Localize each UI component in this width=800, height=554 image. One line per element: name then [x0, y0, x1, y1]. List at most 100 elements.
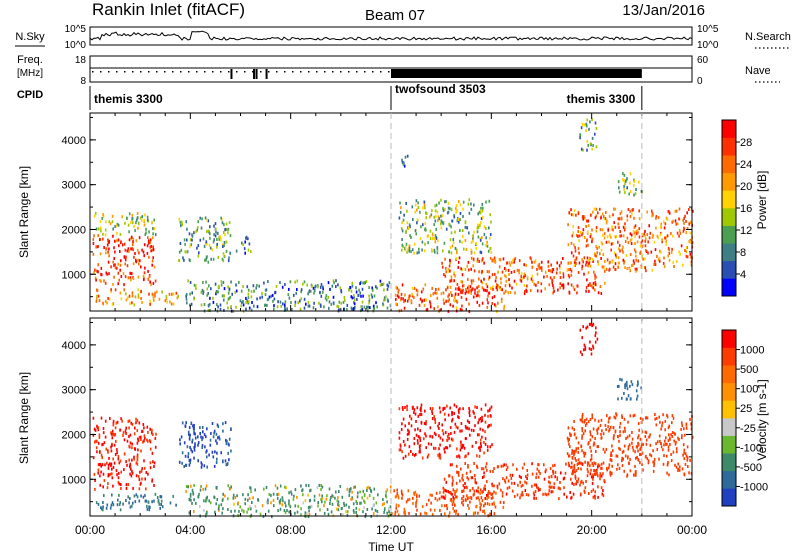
nsky-panel: N.Sky 10^5 10^0 10^5 10^0 N.Search [15, 24, 791, 51]
echo-region [566, 412, 694, 478]
colorbar-swatch [722, 365, 736, 384]
freq-unit: [MHz] [17, 68, 43, 79]
colorbar-swatch [722, 382, 736, 401]
echo-region [391, 488, 505, 518]
echo-region [92, 234, 157, 287]
colorbar-tick-label: -100 [740, 442, 762, 454]
colorbar-tick-label: 4 [740, 269, 746, 281]
echo-region [185, 483, 392, 519]
time-axis-label: Time UT [368, 540, 414, 554]
y-tick-label: 2000 [62, 429, 86, 441]
echo-region [95, 288, 179, 307]
echo-region [178, 216, 232, 264]
cpid-segment-label: themis 3300 [567, 92, 636, 106]
nave-label: Nave [745, 65, 771, 77]
colorbar-swatch [722, 330, 736, 348]
colorbar-swatch [722, 278, 736, 297]
freq-tick-bottom: 8 [80, 76, 86, 87]
echo-region [92, 416, 157, 491]
colorbar-swatch [722, 190, 736, 209]
power-colorbar-label: Power [dB] [755, 171, 769, 230]
echo-region [616, 377, 642, 401]
echo-region [394, 283, 506, 313]
y-tick-label: 1000 [62, 269, 86, 281]
nave-tick-bottom: 0 [697, 76, 703, 87]
time-tick-label: 08:00 [276, 523, 306, 537]
y-tick-label: 3000 [62, 385, 86, 397]
echo-region [95, 492, 177, 512]
colorbar-swatch [722, 120, 736, 138]
y-tick-label: 1000 [62, 474, 86, 486]
nsky-tick-top: 10^5 [65, 24, 87, 35]
echo-region [401, 154, 409, 168]
velocity-colorbar-label: Velocity [m s-1] [755, 379, 769, 460]
time-tick-label: 20:00 [577, 523, 607, 537]
cpid-segment-label: themis 3300 [94, 92, 163, 106]
y-tick-label: 2000 [62, 224, 86, 236]
time-tick-label: 00:00 [75, 523, 105, 537]
freq-nave-panel: Freq. [MHz] 18 8 60 0 Nave [17, 54, 780, 87]
colorbar-swatch [722, 453, 736, 472]
station-title: Rankin Inlet (fitACF) [92, 0, 245, 19]
colorbar-tick-label: 12 [740, 225, 752, 237]
colorbar-swatch [722, 435, 736, 454]
colorbar-swatch [722, 470, 736, 489]
colorbar-swatch [722, 243, 736, 262]
colorbar-tick-label: 28 [740, 137, 752, 149]
colorbar-tick-label: -25 [740, 423, 756, 435]
echo-region [398, 198, 493, 255]
time-tick-label: 00:00 [677, 523, 707, 537]
echo-region [235, 235, 252, 255]
colorbar-tick-label: -1000 [740, 481, 768, 493]
echo-region [178, 421, 232, 469]
colorbar-swatch [722, 418, 736, 436]
date-label: 13/Jan/2016 [622, 2, 705, 19]
colorbar-swatch [722, 172, 736, 191]
echo-region [398, 403, 493, 460]
colorbar-tick-label: 1000 [740, 345, 764, 357]
power-ylabel: Slant Range [km] [17, 166, 31, 258]
nsky-tick-bottom: 10^0 [65, 40, 87, 51]
colorbar-swatch [722, 488, 736, 507]
y-tick-label: 4000 [62, 135, 86, 147]
time-tick-label: 12:00 [376, 523, 406, 537]
colorbar-swatch [722, 260, 736, 279]
colorbar-swatch [722, 208, 736, 226]
colorbar-tick-label: 8 [740, 247, 746, 259]
nsearch-tick-bottom: 10^0 [697, 40, 719, 51]
echo-region [617, 172, 644, 197]
colorbar-tick-label: -500 [740, 462, 762, 474]
colorbar-tick-label: 20 [740, 181, 752, 193]
colorbar-swatch [722, 155, 736, 174]
colorbar-tick-label: 500 [740, 364, 758, 376]
beam-label: Beam 07 [365, 7, 425, 24]
colorbar-swatch [722, 225, 736, 244]
velocity-panel: 1000 2000 3000 4000 Slant Range [km] 1000 50… [17, 317, 769, 519]
freq-tick-top: 18 [75, 55, 87, 66]
power-panel: 1000 2000 3000 4000 Slant Range [km] 4 8 12 16… [17, 112, 769, 313]
colorbar-swatch [722, 400, 736, 419]
cpid-segment-label: twofsound 3503 [395, 82, 486, 96]
echo-region [579, 118, 598, 152]
freq-label: Freq. [17, 54, 43, 66]
echo-region [441, 256, 606, 296]
colorbar-tick-label: 24 [740, 159, 752, 171]
echo-region [93, 211, 157, 237]
colorbar-tick-label: 25 [740, 403, 752, 415]
nsearch-label: N.Search [745, 31, 791, 43]
time-tick-label: 04:00 [175, 523, 205, 537]
colorbar-swatch [722, 347, 736, 366]
cpid-panel: CPID themis 3300 twofsound 3503 themis 330… [17, 82, 643, 110]
colorbar-swatch [722, 137, 736, 156]
nave-tick-top: 60 [697, 55, 709, 66]
nsearch-tick-top: 10^5 [697, 24, 719, 35]
y-tick-label: 4000 [62, 340, 86, 352]
echo-region [566, 207, 694, 273]
y-tick-label: 3000 [62, 180, 86, 192]
echo-region [185, 279, 392, 313]
time-tick-label: 16:00 [476, 523, 506, 537]
echo-region [579, 322, 599, 357]
velocity-ylabel: Slant Range [km] [17, 372, 31, 464]
cpid-label: CPID [17, 89, 43, 101]
nsky-label: N.Sky [15, 31, 45, 43]
